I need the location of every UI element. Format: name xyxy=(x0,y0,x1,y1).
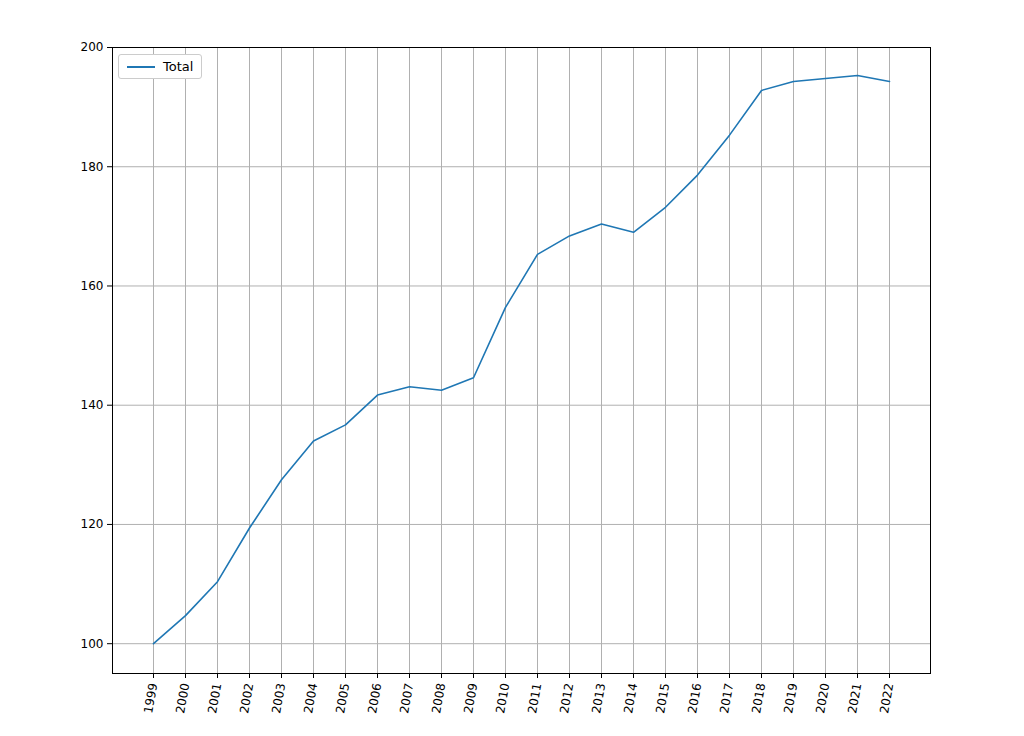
svg-text:1999: 1999 xyxy=(141,682,160,715)
svg-text:200: 200 xyxy=(81,40,104,54)
svg-text:2008: 2008 xyxy=(429,682,448,715)
svg-text:2021: 2021 xyxy=(845,682,864,715)
svg-text:160: 160 xyxy=(81,279,104,293)
svg-text:2006: 2006 xyxy=(365,682,384,715)
svg-text:2010: 2010 xyxy=(493,682,512,715)
svg-text:2011: 2011 xyxy=(525,682,544,715)
svg-text:2005: 2005 xyxy=(333,682,352,715)
svg-text:2002: 2002 xyxy=(237,682,256,715)
svg-text:120: 120 xyxy=(81,517,104,531)
svg-text:2004: 2004 xyxy=(301,682,320,715)
svg-text:140: 140 xyxy=(81,398,104,412)
svg-text:180: 180 xyxy=(81,160,104,174)
svg-text:2007: 2007 xyxy=(397,682,416,715)
svg-text:2012: 2012 xyxy=(557,682,576,715)
svg-text:2001: 2001 xyxy=(205,682,224,715)
svg-text:2009: 2009 xyxy=(461,682,480,715)
svg-text:2019: 2019 xyxy=(781,682,800,715)
svg-text:2018: 2018 xyxy=(749,682,768,715)
svg-text:100: 100 xyxy=(81,637,104,651)
svg-text:2014: 2014 xyxy=(621,682,640,715)
svg-text:2015: 2015 xyxy=(653,682,672,715)
svg-text:2016: 2016 xyxy=(685,682,704,715)
svg-text:2003: 2003 xyxy=(269,682,288,715)
svg-text:2022: 2022 xyxy=(877,682,896,715)
svg-text:2017: 2017 xyxy=(717,682,736,715)
svg-text:2000: 2000 xyxy=(173,682,192,715)
svg-text:2013: 2013 xyxy=(589,682,608,715)
html-text:Total: Total xyxy=(163,59,194,74)
svg-text:2020: 2020 xyxy=(813,682,832,715)
